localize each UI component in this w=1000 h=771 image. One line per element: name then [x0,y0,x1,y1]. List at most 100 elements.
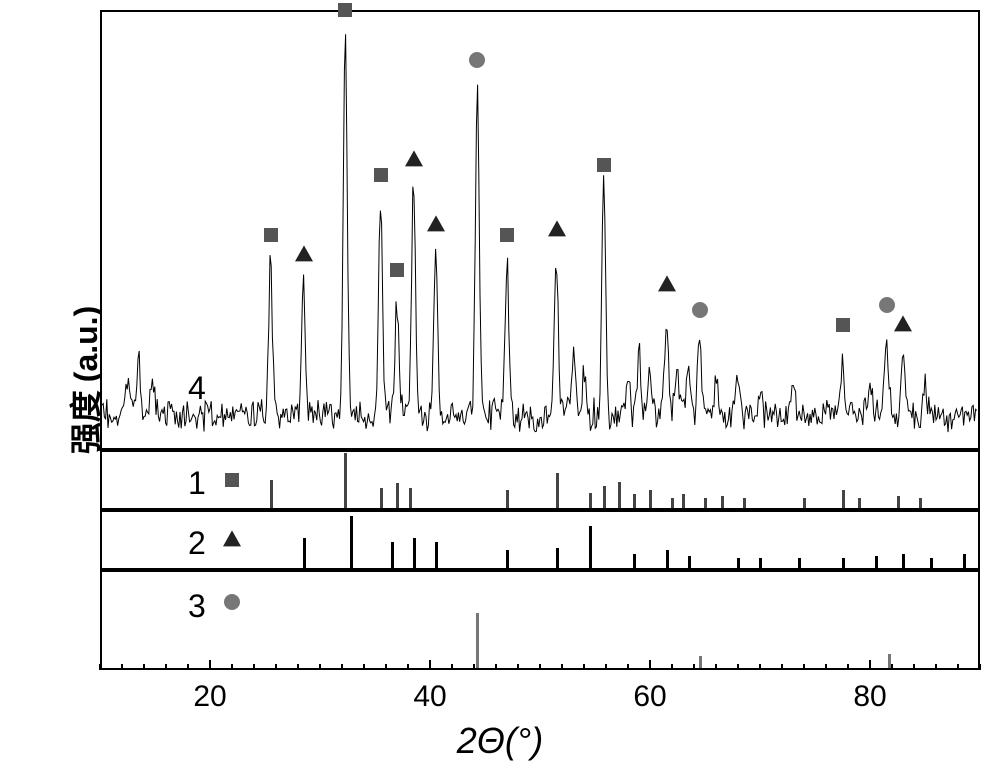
reference-peak [649,490,652,508]
x-tick [231,664,233,670]
reference-peak [409,488,412,508]
x-tick [649,660,651,670]
x-tick [165,664,167,670]
circle-marker [469,52,485,68]
triangle-marker [658,275,676,291]
reference-peak [919,498,922,508]
reference-peak [556,548,559,568]
reference-peak [633,494,636,508]
reference-peak [963,554,966,568]
x-tick [737,664,739,670]
reference-peak [350,516,353,568]
reference-peak [842,558,845,568]
reference-peak [589,526,592,568]
x-tick [759,664,761,670]
reference-peak [344,453,347,508]
square-marker [264,228,278,242]
x-tick [99,664,101,670]
x-tick [473,664,475,670]
reference-peak [589,493,592,508]
reference-peak [506,490,509,508]
x-tick [363,664,365,670]
reference-peak [930,558,933,568]
panel-ref3-label: 3 [188,588,206,625]
circle-marker [692,302,708,318]
x-tick [825,664,827,670]
x-tick-label: 20 [193,680,226,714]
circle-marker [224,594,240,610]
x-tick [891,664,893,670]
reference-peak [303,538,306,568]
reference-peak [396,483,399,508]
square-marker [597,158,611,172]
reference-peak [506,550,509,568]
reference-peak [803,498,806,508]
reference-peak [875,556,878,568]
reference-peak [902,554,905,568]
square-marker [374,168,388,182]
reference-peak [888,654,891,668]
square-marker [836,318,850,332]
x-tick [495,664,497,670]
x-tick [561,664,563,670]
x-tick [627,664,629,670]
x-tick [297,664,299,670]
reference-peak [413,538,416,568]
x-tick [143,664,145,670]
x-tick [517,664,519,670]
x-tick [121,664,123,670]
circle-marker [879,297,895,313]
triangle-marker [548,220,566,236]
reference-peak [688,556,691,568]
x-tick [407,664,409,670]
reference-peak [435,542,438,568]
square-marker [500,228,514,242]
x-tick [451,664,453,670]
reference-peak [798,558,801,568]
reference-peak [671,498,674,508]
reference-peak [682,494,685,508]
triangle-marker [295,245,313,261]
x-tick [715,664,717,670]
reference-peak [759,558,762,568]
x-tick [781,664,783,670]
x-tick [209,660,211,670]
x-tick [583,664,585,670]
ref3-bars [0,0,1000,771]
triangle-marker [223,530,241,546]
square-marker [338,3,352,17]
reference-peak [556,473,559,508]
x-tick [671,664,673,670]
x-tick [847,664,849,670]
triangle-marker [405,150,423,166]
reference-peak [721,496,724,508]
reference-peak [633,554,636,568]
triangle-marker [427,215,445,231]
reference-peak [737,558,740,568]
x-tick [275,664,277,670]
reference-peak [603,486,606,508]
x-tick [341,664,343,670]
x-tick-label: 40 [413,680,446,714]
x-tick [187,664,189,670]
x-axis-label: 2Θ(°) [0,720,1000,762]
x-tick [979,664,981,670]
reference-peak [618,482,621,508]
x-tick [957,664,959,670]
x-tick [869,660,871,670]
reference-peak [858,498,861,508]
x-tick [385,664,387,670]
x-tick-label: 60 [633,680,666,714]
triangle-marker [894,315,912,331]
x-tick [539,664,541,670]
reference-peak [699,656,702,668]
x-tick [913,664,915,670]
reference-peak [270,480,273,508]
reference-peak [897,496,900,508]
reference-peak [666,550,669,568]
reference-peak [704,498,707,508]
reference-peak [743,498,746,508]
square-marker [390,263,404,277]
x-tick [429,660,431,670]
x-tick [803,664,805,670]
